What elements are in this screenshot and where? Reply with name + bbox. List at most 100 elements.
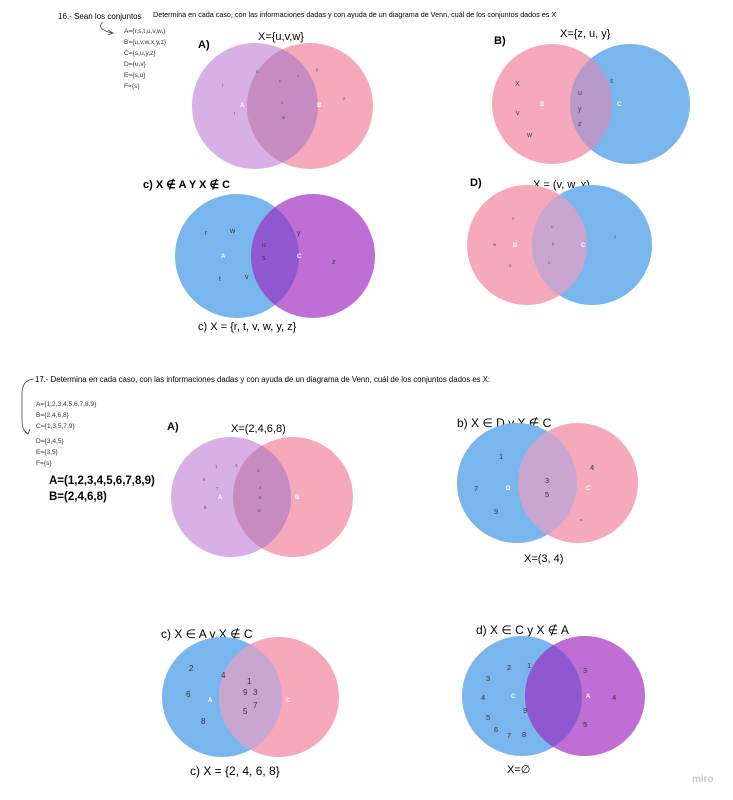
p16-b-diagram: B) X={z, u, y} B C X v w u y z s [492, 28, 690, 164]
p17-a-elem: 3 [235, 463, 238, 468]
p16-a-elem: t [234, 111, 236, 116]
p16-c-elem: w [229, 228, 236, 235]
p16-d-elem: v [512, 216, 515, 221]
p17-d-elem: 4 [481, 693, 485, 702]
p17-c-left-name: A [208, 698, 213, 704]
p17-a-elem: 5 [203, 477, 206, 482]
p16-a-elem: r [222, 83, 224, 88]
p17-set-e: E={3,5} [36, 449, 59, 456]
p16-c-label: c) X ∉ A Y X ∉ C [143, 178, 230, 191]
p16-b-intersection [569, 58, 613, 150]
p17-d-elem: 1 [527, 661, 531, 670]
p17-d-elem: 4 [612, 693, 616, 702]
p17-a-intersection [232, 445, 292, 549]
p17-set-b: B={2,4,6,8} [36, 412, 70, 419]
p17-c-elem: 4 [221, 671, 226, 680]
p16-set-d: D={u,v} [124, 61, 147, 68]
p16-a-right-name: B [317, 103, 322, 109]
p17-b-elem: 4 [590, 463, 594, 472]
p17-set-list: A={1,2,3,4,5,6,7,8,9} B={2,4,6,8} C={1,3… [36, 401, 97, 467]
p16-c-elem: s [262, 255, 266, 262]
p17-c-elem: 2 [189, 664, 194, 673]
p17-d-elem: 2 [507, 663, 511, 672]
p17-a-right-name: B [295, 495, 300, 501]
p16-set-list: A={r,s,t,u,v,w,} B={u,v,w,x,y,z} C={s,u,… [124, 28, 167, 90]
p17-set-d: D={3,4,5} [36, 438, 64, 445]
p16-c-diagram: c) X ∉ A Y X ∉ C A C r w t v u s y z c) … [143, 178, 375, 333]
p16-set-b: B={u,v,w,x,y,z} [124, 39, 167, 46]
p17-b-elem: 9 [494, 507, 498, 516]
p16-a-elem: s [256, 69, 259, 74]
p16-d-label: D) [470, 177, 482, 189]
p16-a-elem: u [279, 78, 282, 83]
p16-c-answer: c) X = {r, t, v, w, y, z} [198, 321, 297, 333]
p17-a-elem: 1 [215, 464, 218, 469]
p17-b-elem: s [580, 517, 582, 522]
p16-set-f: F={s} [124, 83, 140, 90]
p16-b-elem: u [578, 90, 582, 97]
p17-a-diagram: A) X=(2,4,6,8) A B 1 3 5 7 9 2 4 6 8 [167, 421, 353, 557]
p17-bold-set-a: A=(1,2,3,4,5,6,7,8,9) [49, 475, 155, 487]
p16-a-diagram: A) X={u,v,w} A B r s t u v w x y z [192, 31, 373, 169]
p16-set-a: A={r,s,t,u,v,w,} [124, 28, 166, 35]
p16-c-elem: z [332, 259, 336, 266]
p16-d-elem: y [552, 241, 555, 246]
p17-b-answer: X=(3, 4) [524, 553, 563, 565]
p17-c-elem: 9 [243, 688, 248, 697]
p17-a-elem: 7 [216, 486, 219, 491]
p17-a-left-name: A [218, 495, 223, 501]
p17-d-answer: X=∅ [507, 764, 530, 776]
p17-arrow [21, 378, 35, 435]
p17-d-left-name: C [511, 694, 516, 700]
p17-c-intersection [218, 644, 283, 750]
p17-b-elem: 7 [474, 484, 478, 493]
p17-c-elem: 8 [201, 717, 206, 726]
p16-set-e: E={s,u} [124, 72, 146, 79]
p16-a-elem: v [281, 100, 284, 105]
p17-d-intersection [524, 644, 583, 748]
p16-a-given: X={u,v,w} [258, 31, 304, 43]
p17-a-elem: 6 [259, 495, 262, 500]
p16-a-left-name: A [240, 103, 245, 109]
p16-c-left-name: A [221, 254, 226, 260]
p16-d-elem: w [493, 242, 497, 247]
p16-b-elem: z [578, 121, 582, 128]
p17-instruction: 17.- Determina en cada caso, con las inf… [35, 375, 490, 384]
p17-a-elem: 8 [258, 508, 261, 513]
p17-d-elem: 8 [522, 730, 526, 739]
p17-set-f: F={s} [36, 460, 52, 467]
p17-d-elem: 9 [523, 706, 527, 715]
p17-b-diagram: b) X ∈ D y X ∉ C D C 1 7 9 3 5 4 s X=(3,… [457, 416, 638, 565]
p16-arrow [100, 21, 114, 36]
p17-d-right-name: A [586, 694, 591, 700]
p16-a-elem: w [282, 115, 286, 120]
p17-b-elem: 3 [545, 476, 549, 485]
p16-a-elem: x [297, 73, 300, 78]
p17-d-diagram: d) X ∈ C y X ∉ A C A 2 1 3 4 9 5 6 7 8 3… [462, 623, 645, 776]
p16-c-elem: u [262, 242, 266, 249]
p17-set-c: C={1,3,5,7,9} [36, 423, 75, 430]
p17-set-a: A={1,2,3,4,5,6,7,8,9} [36, 401, 97, 408]
p16-b-elem: w [526, 132, 533, 139]
p16-a-intersection [246, 49, 319, 163]
p17-b-left-name: D [506, 486, 511, 492]
p17-d-elem: 3 [486, 674, 490, 683]
p17-b-elem: 5 [545, 490, 549, 499]
p17-c-elem: 6 [186, 690, 191, 699]
p16-instruction: Determina en cada caso, con las informac… [153, 10, 556, 19]
p16-a-label: A) [198, 39, 210, 51]
p16-d-elem: s [614, 234, 617, 239]
p16-c-intersection [250, 207, 300, 305]
p17-a-elem: 2 [257, 468, 260, 473]
p16-b-elem: s [610, 78, 614, 85]
p17-c-diagram: c) X ∈ A y X ∉ C A C 2 4 6 8 1 9 3 7 5 c… [161, 627, 339, 778]
p17-d-elem: 7 [507, 731, 511, 740]
p16-d-elem: u [551, 224, 554, 229]
p17-c-elem: 1 [247, 677, 252, 686]
p16-b-elem: v [516, 110, 520, 117]
p17-b-right-name: C [586, 486, 591, 492]
p16-d-right-name: C [581, 243, 586, 249]
p16-b-right-name: C [617, 102, 622, 108]
miro-watermark: miro [692, 774, 714, 785]
